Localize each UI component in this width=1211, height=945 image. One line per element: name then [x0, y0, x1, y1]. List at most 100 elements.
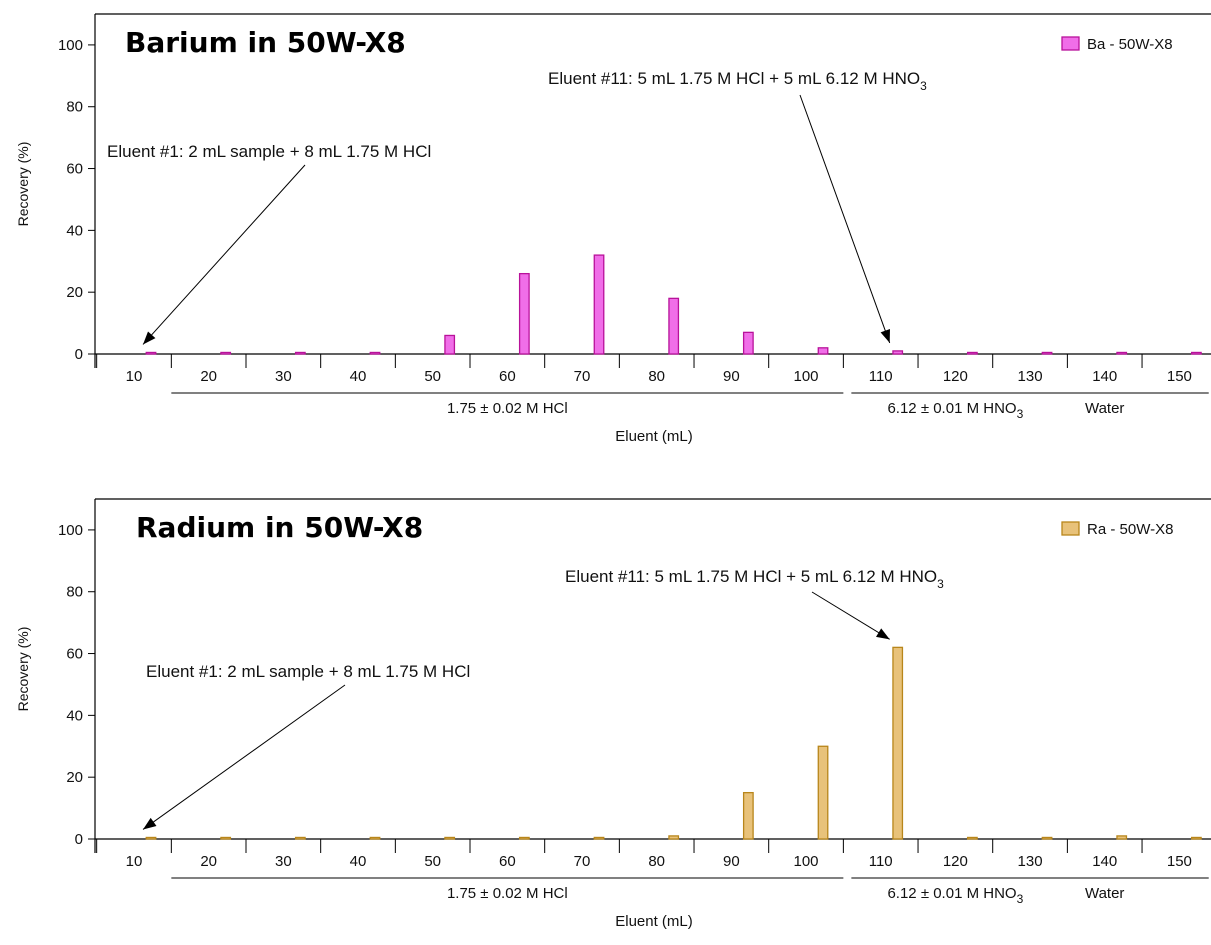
x-tick-label: 20: [200, 368, 217, 385]
region-label: 6.12 ± 0.01 M HNO3: [887, 400, 1023, 421]
x-tick-label: 30: [275, 368, 292, 385]
annotation-text: Eluent #1: 2 mL sample + 8 mL 1.75 M HCl: [146, 662, 470, 681]
bar: [444, 334, 456, 355]
bar: [1190, 836, 1202, 840]
annotation-subscript: 3: [937, 577, 944, 591]
bar: [966, 836, 978, 840]
bar: [668, 297, 680, 355]
x-tick-label: 100: [794, 853, 819, 870]
bar: [145, 351, 157, 355]
region-label-text: 6.12 ± 0.01 M HNO: [887, 885, 1016, 902]
bar: [593, 836, 605, 840]
x-tick-label: 120: [943, 368, 968, 385]
x-tick-label: 90: [723, 368, 740, 385]
bar: [742, 331, 754, 355]
x-tick-label: 60: [499, 368, 516, 385]
bar: [1190, 351, 1202, 355]
region-label: 6.12 ± 0.01 M HNO3: [887, 885, 1023, 906]
bar: [145, 836, 157, 840]
x-tick-label: 140: [1092, 853, 1117, 870]
y-tick-label: 0: [75, 831, 83, 848]
region-label-text: 6.12 ± 0.01 M HNO: [887, 400, 1016, 417]
bar: [369, 351, 381, 355]
y-tick-label: 100: [58, 522, 83, 539]
x-tick-label: 150: [1167, 853, 1192, 870]
annotation-arrow: [811, 591, 890, 640]
annotation-arrow: [142, 684, 346, 830]
annotation-text: Eluent #11: 5 mL 1.75 M HCl + 5 mL 6.12 …: [565, 567, 937, 586]
annotation-arrow-head: [875, 628, 890, 640]
bar: [1041, 836, 1053, 840]
barium-chart-panel: 0 20 40 60 80 100 Recovery (%) 10 20 30 40 50 60 70 80…: [0, 0, 1211, 460]
annotation-label: Eluent #1: 2 mL sample + 8 mL 1.75 M HCl: [146, 662, 470, 681]
annotation-arrow: [142, 164, 306, 345]
bar: [593, 254, 605, 355]
x-tick-label: 30: [275, 853, 292, 870]
region-label-text: Water: [1085, 400, 1124, 417]
y-tick-label: 20: [66, 284, 83, 301]
bar: [294, 836, 306, 840]
bar: [444, 836, 456, 840]
annotation-label: Eluent #11: 5 mL 1.75 M HCl + 5 mL 6.12 …: [548, 69, 927, 93]
y-tick-label: 0: [75, 346, 83, 363]
legend-label: Ba - 50W-X8: [1087, 36, 1173, 53]
legend-label: Ra - 50W-X8: [1087, 521, 1173, 538]
y-tick-label: 80: [66, 99, 83, 116]
x-tick-label: 100: [794, 368, 819, 385]
y-axis-label: Recovery (%): [15, 627, 31, 712]
annotation-label: Eluent #11: 5 mL 1.75 M HCl + 5 mL 6.12 …: [565, 567, 944, 591]
x-tick-label: 110: [869, 853, 893, 870]
annotation-arrow-line: [142, 164, 306, 345]
x-tick-label: 150: [1167, 368, 1192, 385]
x-tick-label: 130: [1018, 368, 1043, 385]
x-tick-label: 10: [126, 368, 143, 385]
legend-swatch: [1061, 36, 1080, 51]
annotation-arrow-head: [143, 331, 156, 345]
region-label: Water: [1085, 885, 1124, 902]
annotation-arrow-line: [142, 684, 346, 830]
x-axis-label: Eluent (mL): [615, 913, 693, 930]
region-label-text: 1.75 ± 0.02 M HCl: [447, 885, 568, 902]
annotation-arrow-line: [799, 94, 891, 344]
y-tick-label: 40: [66, 222, 83, 239]
bar: [892, 646, 904, 840]
x-tick-label: 50: [424, 368, 441, 385]
annotation-arrow: [799, 94, 891, 344]
bar: [294, 351, 306, 355]
x-tick-label: 80: [648, 368, 665, 385]
x-axis-label: Eluent (mL): [615, 428, 693, 445]
annotation-text: Eluent #1: 2 mL sample + 8 mL 1.75 M HCl: [107, 142, 431, 161]
bar: [1041, 351, 1053, 355]
radium-chart-panel: 0 20 40 60 80 100 Recovery (%) 10 20 30 40 50 60 70 80…: [0, 485, 1211, 945]
bar: [817, 347, 829, 355]
y-tick-label: 60: [66, 161, 83, 178]
x-tick-label: 110: [869, 368, 893, 385]
annotation-arrow-line: [811, 591, 890, 640]
annotation-arrow-head: [880, 328, 890, 343]
x-tick-label: 50: [424, 853, 441, 870]
chart-title: Barium in 50W-X8: [125, 26, 406, 59]
bar: [220, 836, 232, 840]
bar: [742, 791, 754, 840]
annotation-subscript: 3: [920, 79, 927, 93]
x-tick-label: 70: [574, 853, 591, 870]
bar: [1116, 351, 1128, 355]
region-label-subscript: 3: [1017, 407, 1024, 421]
y-tick-label: 60: [66, 646, 83, 663]
region-label: 1.75 ± 0.02 M HCl: [447, 400, 568, 417]
x-tick-label: 120: [943, 853, 968, 870]
region-label: 1.75 ± 0.02 M HCl: [447, 885, 568, 902]
bar: [369, 836, 381, 840]
y-tick-label: 40: [66, 707, 83, 724]
x-tick-label: 130: [1018, 853, 1043, 870]
annotation-arrow-head: [143, 817, 157, 830]
y-tick-label: 80: [66, 584, 83, 601]
region-label-text: 1.75 ± 0.02 M HCl: [447, 400, 568, 417]
x-tick-label: 40: [350, 368, 367, 385]
x-tick-label: 20: [200, 853, 217, 870]
annotation-label: Eluent #1: 2 mL sample + 8 mL 1.75 M HCl: [107, 142, 431, 161]
bar: [518, 272, 530, 355]
x-tick-label: 140: [1092, 368, 1117, 385]
bar: [518, 836, 530, 840]
x-tick-label: 40: [350, 853, 367, 870]
